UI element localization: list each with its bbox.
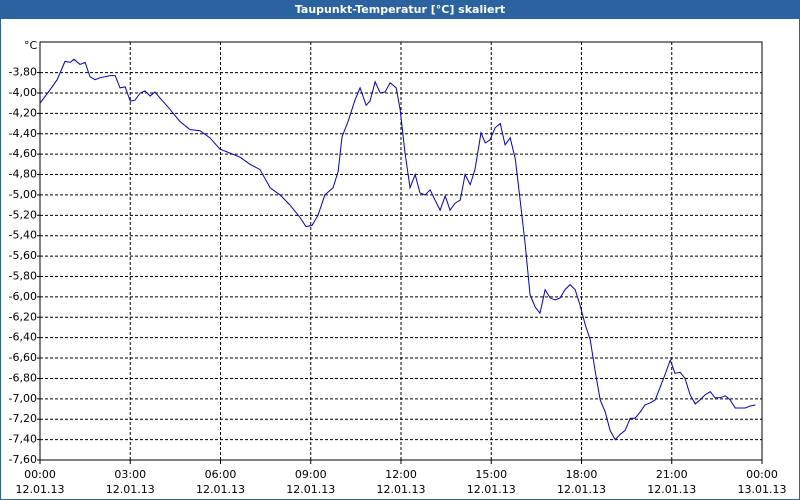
x-tick-date: 12.01.13: [467, 483, 516, 496]
x-tick-label: 00:00: [746, 468, 778, 481]
y-tick-label: -4,20: [9, 106, 37, 119]
y-tick-label: -6,80: [9, 371, 37, 384]
y-tick-label: -6,40: [9, 331, 37, 344]
y-tick-label: -4,80: [9, 168, 37, 181]
y-tick-label: -5,40: [9, 229, 37, 242]
x-tick-date: 13.01.13: [738, 483, 787, 496]
x-tick-label: 06:00: [205, 468, 237, 481]
x-tick-date: 12.01.13: [377, 483, 426, 496]
y-tick-label: -3,80: [9, 66, 37, 79]
x-tick-label: 09:00: [295, 468, 327, 481]
y-tick-label: -5,00: [9, 188, 37, 201]
title-bar: [0, 0, 800, 19]
x-tick-date: 12.01.13: [647, 483, 696, 496]
y-tick-label: -7,20: [9, 412, 37, 425]
y-tick-label: -4,00: [9, 86, 37, 99]
y-tick-label: -7,40: [9, 433, 37, 446]
y-tick-label: -4,40: [9, 127, 37, 140]
y-tick-label: -4,60: [9, 147, 37, 160]
x-tick-label: 00:00: [24, 468, 56, 481]
plot-area: [39, 41, 763, 461]
x-tick-label: 15:00: [475, 468, 507, 481]
x-tick-date: 12.01.13: [16, 483, 65, 496]
y-tick-label: -5,20: [9, 208, 37, 221]
x-tick-label: 18:00: [566, 468, 598, 481]
y-tick-label: -7,00: [9, 392, 37, 405]
y-axis-unit: °C: [24, 39, 38, 52]
y-tick-label: -7,60: [9, 453, 37, 466]
y-tick-label: -6,20: [9, 310, 37, 323]
x-tick-date: 12.01.13: [557, 483, 606, 496]
x-tick-label: 03:00: [114, 468, 146, 481]
x-tick-label: 21:00: [656, 468, 688, 481]
y-tick-label: -5,60: [9, 249, 37, 262]
x-tick-date: 12.01.13: [106, 483, 155, 496]
x-tick-date: 12.01.13: [286, 483, 335, 496]
y-tick-label: -5,80: [9, 269, 37, 282]
y-tick-label: -6,60: [9, 351, 37, 364]
y-tick-label: -6,00: [9, 290, 37, 303]
x-tick-label: 12:00: [385, 468, 417, 481]
data-line: [39, 58, 756, 441]
x-tick-date: 12.01.13: [196, 483, 245, 496]
chart-title: Taupunkt-Temperatur [°C] skaliert: [295, 3, 505, 16]
